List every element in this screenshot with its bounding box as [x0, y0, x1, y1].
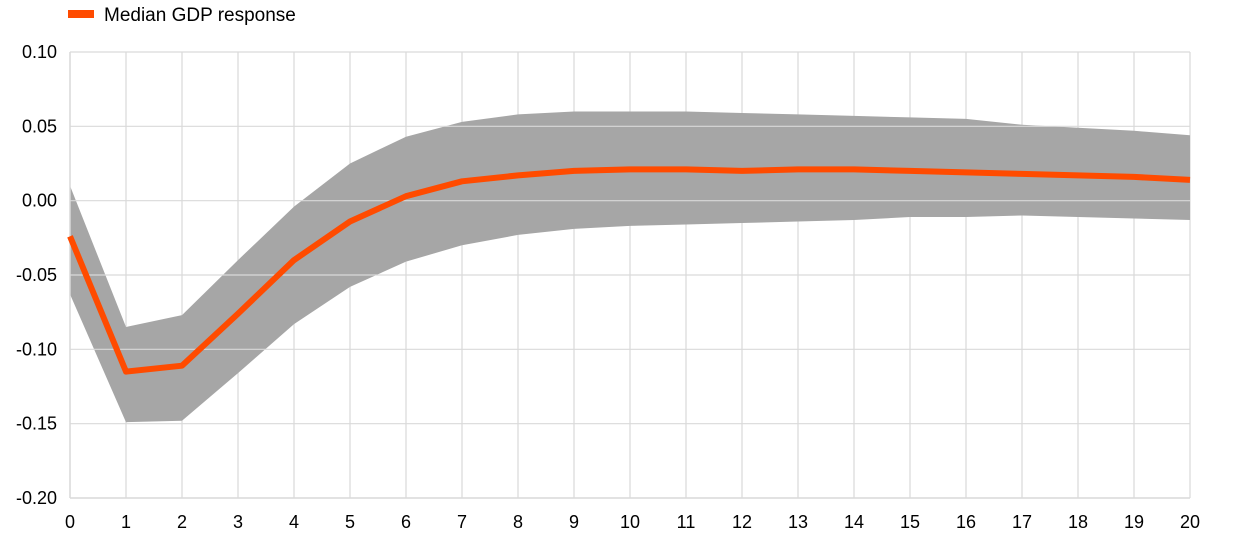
confidence-band-layer: [70, 111, 1190, 423]
x-tick-label: 16: [956, 512, 976, 532]
x-tick-label: 2: [177, 512, 187, 532]
x-axis-tick-labels: 0 1 2 3 4 5 6 7 8 9 10 11 12 13 14 15 16 17 18 19 20: [65, 512, 1200, 532]
y-axis-tick-labels: 0.10 0.05 0.00 -0.05 -0.10 -0.15 -0.20: [16, 42, 57, 508]
median-line-layer: [67, 166, 1191, 375]
y-tick-label: -0.20: [16, 488, 57, 508]
y-tick-label: -0.10: [16, 339, 57, 359]
legend-label-median-gdp: Median GDP response: [104, 5, 296, 26]
x-tick-label: 18: [1068, 512, 1088, 532]
x-tick-label: 4: [289, 512, 299, 532]
x-tick-label: 19: [1124, 512, 1144, 532]
legend: Median GDP response: [68, 5, 296, 26]
x-tick-label: 17: [1012, 512, 1032, 532]
x-tick-label: 12: [732, 512, 752, 532]
x-tick-label: 10: [620, 512, 640, 532]
x-tick-label: 14: [844, 512, 864, 532]
x-tick-label: 20: [1180, 512, 1200, 532]
x-tick-label: 7: [457, 512, 467, 532]
x-tick-label: 1: [121, 512, 131, 532]
x-tick-label: 13: [788, 512, 808, 532]
x-tick-label: 9: [569, 512, 579, 532]
series-line-median-gdp-response: [67, 166, 1191, 375]
x-tick-label: 8: [513, 512, 523, 532]
legend-swatch-median-gdp: [68, 10, 94, 18]
y-tick-label: -0.15: [16, 414, 57, 434]
y-tick-label: 0.00: [22, 191, 57, 211]
x-tick-label: 11: [677, 512, 696, 532]
horizontal-gridlines: [70, 51, 1190, 425]
x-tick-label: 6: [401, 512, 411, 532]
confidence-band: [70, 111, 1190, 423]
x-tick-label: 15: [900, 512, 920, 532]
y-tick-label: -0.05: [16, 265, 57, 285]
y-tick-label: 0.05: [22, 116, 57, 136]
axes: [69, 52, 1190, 499]
y-tick-label: 0.10: [22, 42, 57, 62]
x-tick-label: 0: [65, 512, 75, 532]
x-tick-label: 3: [233, 512, 243, 532]
x-tick-label: 5: [345, 512, 355, 532]
